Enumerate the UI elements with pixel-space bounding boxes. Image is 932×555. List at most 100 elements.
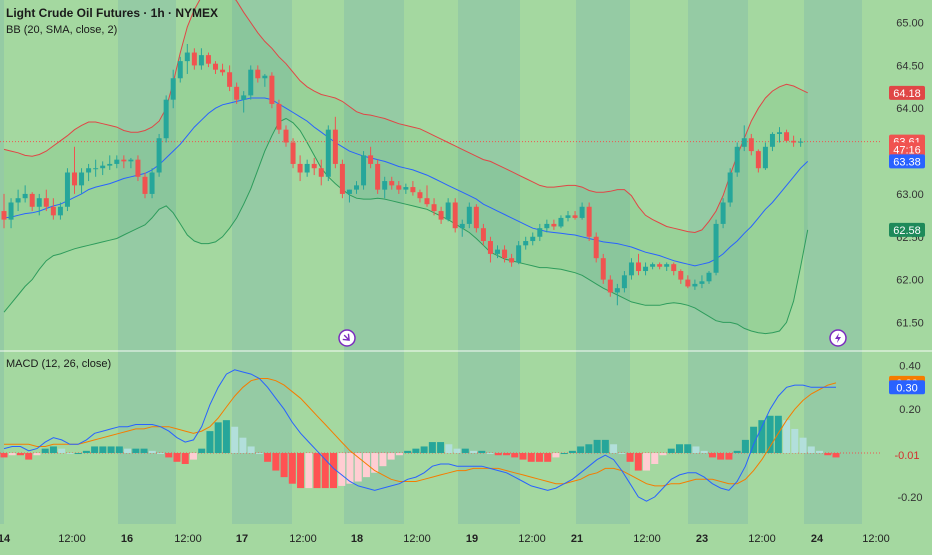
macd-histogram-bar <box>41 448 49 454</box>
bollinger-fill-area <box>4 0 808 334</box>
price-tick-label: 64.00 <box>896 103 924 115</box>
candle-body <box>72 172 77 186</box>
candle-body <box>417 192 423 199</box>
time-tick-label: 17 <box>236 533 248 545</box>
macd-pane[interactable] <box>0 369 880 502</box>
candle-body <box>318 168 324 177</box>
price-tick-label: 62.00 <box>896 275 924 287</box>
price-badge <box>889 85 925 100</box>
macd-histogram-bar <box>634 453 642 471</box>
session-band <box>804 0 862 524</box>
candle-body <box>375 163 381 190</box>
bb-upper-line <box>3 0 808 234</box>
candle-body <box>276 103 282 130</box>
candle-body <box>593 236 599 259</box>
macd-histogram-bar <box>437 442 445 454</box>
dividend-arrow-icon[interactable] <box>338 329 356 347</box>
candle-body <box>283 129 289 143</box>
macd-histogram-bar <box>643 453 651 471</box>
candle-body <box>643 266 649 272</box>
macd-histogram-bar <box>461 448 469 454</box>
macd-histogram-bar <box>766 415 774 454</box>
macd-histogram-bar <box>66 453 74 455</box>
price-badge-text: 63.38 <box>893 156 921 168</box>
macd-histogram-bar <box>321 453 329 489</box>
lightning-icon[interactable] <box>829 329 847 347</box>
bollinger-band-fill <box>4 0 808 334</box>
macd-indicator-label[interactable]: MACD (12, 26, close) <box>6 358 112 370</box>
macd-histogram-bar <box>758 420 766 454</box>
time-tick-label: 12:00 <box>518 533 546 545</box>
price-badge <box>889 380 925 395</box>
macd-axis[interactable]: -0.20 0.20 0.40 <box>897 360 922 503</box>
macd-histogram-bar <box>428 442 436 454</box>
candle-body <box>354 185 359 190</box>
candle-body <box>304 163 310 173</box>
candle-body <box>361 155 367 186</box>
candle-body <box>487 241 493 254</box>
time-tick-label: 24 <box>811 533 824 545</box>
macd-histogram-bar <box>577 446 585 454</box>
candle-body <box>431 204 437 212</box>
candle-body <box>79 172 85 186</box>
macd-histogram-bar <box>49 446 57 454</box>
macd-histogram-bar <box>58 448 66 454</box>
candle-body <box>170 78 176 100</box>
price-pane[interactable] <box>0 0 880 335</box>
candle-body <box>459 223 465 229</box>
macd-histogram-bar <box>132 448 140 454</box>
bollinger-indicator-label[interactable]: BB (20, SMA, close, 2) <box>6 24 118 36</box>
price-badge-text: 64.18 <box>893 88 921 100</box>
candle-body <box>544 223 550 229</box>
candle-body <box>43 198 49 207</box>
macd-histogram-bar <box>362 453 370 478</box>
time-axis[interactable]: 14 12:00 16 12:00 17 12:00 18 12:00 19 12:00 21 12:… <box>0 533 890 545</box>
macd-histogram-bar <box>832 453 840 458</box>
price-badge-text: -0.01 <box>894 450 919 462</box>
macd-histogram-bar <box>173 453 181 462</box>
symbol-title[interactable]: Light Crude Oil Futures · 1h · NYMEX <box>6 6 219 20</box>
time-tick-label: 12:00 <box>403 533 431 545</box>
macd-histogram-bar <box>478 450 486 454</box>
macd-histogram-bar <box>272 453 280 471</box>
macd-tick-label: -0.20 <box>897 492 922 504</box>
candle-body <box>530 236 536 242</box>
price-badge-text: 62.58 <box>893 225 921 237</box>
macd-histogram-bar <box>717 453 725 460</box>
macd-histogram-bar <box>25 453 33 460</box>
macd-histogram-bar <box>157 453 165 455</box>
candle-body <box>607 279 613 293</box>
macd-histogram-bar <box>692 446 700 454</box>
candle-body <box>255 69 261 79</box>
macd-histogram-bar <box>453 448 461 454</box>
macd-histogram-bar <box>214 422 222 454</box>
macd-histogram-bar <box>115 446 123 454</box>
candle-body <box>466 206 472 224</box>
macd-histogram-bar <box>371 453 379 473</box>
macd-histogram-bar <box>313 453 321 489</box>
time-tick-label: 21 <box>571 533 583 545</box>
bb-lower-line <box>3 117 809 335</box>
candle-body <box>15 198 21 203</box>
macd-histogram-bar <box>807 446 815 454</box>
candle-body <box>685 279 691 287</box>
macd-histogram-bar <box>264 453 272 462</box>
macd-histogram-bar <box>99 446 107 454</box>
macd-histogram-bar <box>91 446 99 454</box>
macd-histogram-bar <box>791 428 799 454</box>
macd-histogram-bar <box>181 453 189 464</box>
macd-histogram-bar <box>741 439 749 454</box>
macd-histogram-bar <box>470 450 478 454</box>
candles <box>1 43 804 306</box>
candle-body <box>791 140 797 143</box>
price-badge <box>889 222 925 237</box>
candle-body <box>445 202 451 220</box>
candle-body <box>664 264 670 267</box>
macd-histogram-bar <box>593 439 601 454</box>
macd-histogram-bar <box>288 453 296 484</box>
candle-body <box>262 75 268 79</box>
candle-body <box>614 288 620 293</box>
candle-body <box>473 206 479 229</box>
candle-body <box>784 132 790 141</box>
macd-histogram-bar <box>700 450 708 454</box>
